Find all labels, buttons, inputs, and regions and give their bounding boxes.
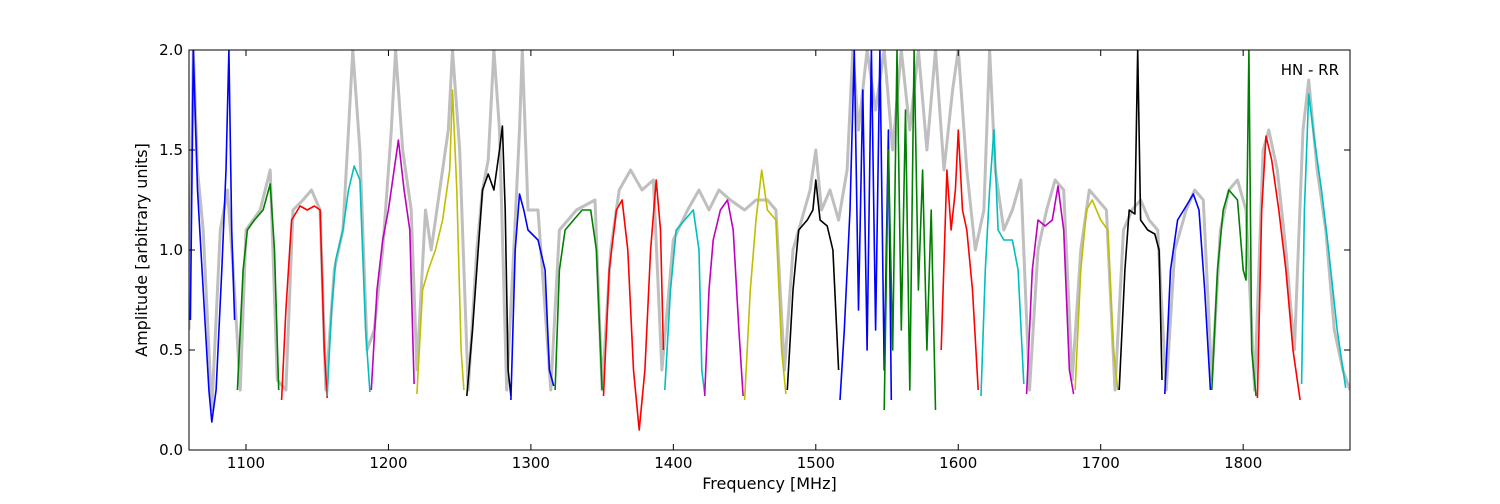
x-tick-label: 1100 [227, 454, 265, 472]
series-line-13 [743, 169, 787, 401]
series-line-3 [280, 205, 328, 401]
series-line-4 [326, 165, 371, 397]
x-tick-label: 1600 [939, 454, 977, 472]
series-line-24 [1256, 135, 1301, 401]
series-layer [189, 50, 1347, 431]
series-line-7 [466, 125, 512, 397]
x-tick-label: 1700 [1082, 454, 1120, 472]
y-tick-label: 0.5 [159, 341, 183, 359]
y-tick-label: 2.0 [159, 41, 183, 59]
ticks-layer: 1100 1200 1300 1400 1500 1600 1700 1800 0.0 0.5 1.… [159, 41, 1350, 472]
x-tick-label: 1300 [512, 454, 550, 472]
series-line-17 [940, 129, 979, 391]
x-tick-label: 1200 [369, 454, 407, 472]
y-tick-label: 0.0 [159, 441, 183, 459]
series-line-20 [1074, 199, 1119, 391]
x-tick-label: 1800 [1224, 454, 1262, 472]
series-line-11 [664, 209, 706, 395]
y-tick-label: 1.0 [159, 241, 183, 259]
plot-annotation: HN - RR [1281, 61, 1339, 79]
series-line-10 [602, 179, 665, 431]
series-line-16 [883, 50, 937, 411]
series-line-5 [370, 139, 415, 391]
series-line-22 [1164, 193, 1212, 395]
series-line-18 [980, 129, 1025, 397]
series-line-23 [1211, 50, 1257, 397]
series-line-1 [189, 50, 236, 423]
series-line-6 [416, 89, 465, 395]
series-line-14 [786, 179, 840, 391]
series-line-8 [510, 193, 555, 401]
series-line-12 [703, 199, 744, 397]
series-line-15 [839, 50, 893, 401]
series-line-9 [554, 209, 603, 391]
series-line-21 [1118, 50, 1163, 391]
x-axis-label: Frequency [MHz] [702, 474, 836, 493]
y-axis-label: Amplitude [arbitrary units] [132, 143, 151, 357]
x-tick-label: 1400 [654, 454, 692, 472]
series-line-25 [1300, 93, 1347, 389]
y-tick-label: 1.5 [159, 141, 183, 159]
series-line-2 [236, 183, 280, 391]
background-trace-layer [189, 50, 1350, 412]
series-line-19 [1025, 185, 1075, 395]
background-trace [189, 50, 1350, 412]
x-tick-label: 1500 [797, 454, 835, 472]
